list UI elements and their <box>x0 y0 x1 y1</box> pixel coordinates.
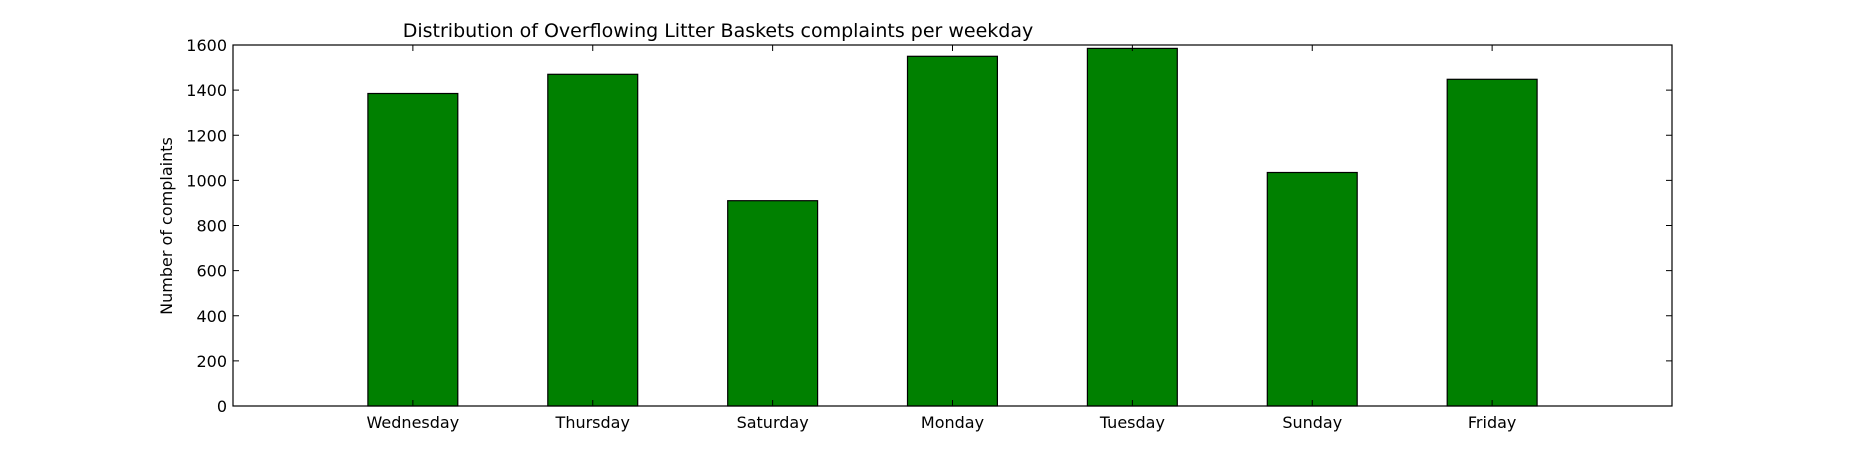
y-tick-label: 600 <box>196 262 227 281</box>
ticks-group: 0 200 400 600 800 1000 1200 1400 1600 Wednesday Th… <box>186 36 1672 432</box>
bar-thursday <box>547 73 639 407</box>
chart-title: Distribution of Overflowing Litter Baske… <box>403 20 1034 42</box>
y-tick-label: 1200 <box>186 126 227 145</box>
bar-monday <box>906 55 999 407</box>
y-tick-label: 0 <box>217 397 227 416</box>
bars-group <box>367 47 1538 407</box>
x-tick-label: Sunday <box>1282 413 1342 432</box>
x-tick-label: Saturday <box>737 413 809 432</box>
x-tick-label: Thursday <box>555 413 630 432</box>
x-tick-label: Wednesday <box>367 413 460 432</box>
y-tick-label: 1600 <box>186 36 227 55</box>
y-tick-label: 800 <box>196 217 227 236</box>
bar-tuesday <box>1086 47 1178 407</box>
y-axis-label: Number of complaints <box>157 137 176 315</box>
y-tick-label: 400 <box>196 307 227 326</box>
y-tick-label: 1400 <box>186 81 227 100</box>
y-tick-label: 200 <box>196 352 227 371</box>
x-tick-label: Tuesday <box>1099 413 1165 432</box>
bar-sunday <box>1266 171 1358 407</box>
x-tick-label: Monday <box>921 413 984 432</box>
bar-saturday <box>727 200 819 407</box>
y-tick-label: 1000 <box>186 171 227 190</box>
bar-friday <box>1446 78 1538 407</box>
x-tick-label: Friday <box>1468 413 1517 432</box>
bar-wednesday <box>367 92 459 407</box>
